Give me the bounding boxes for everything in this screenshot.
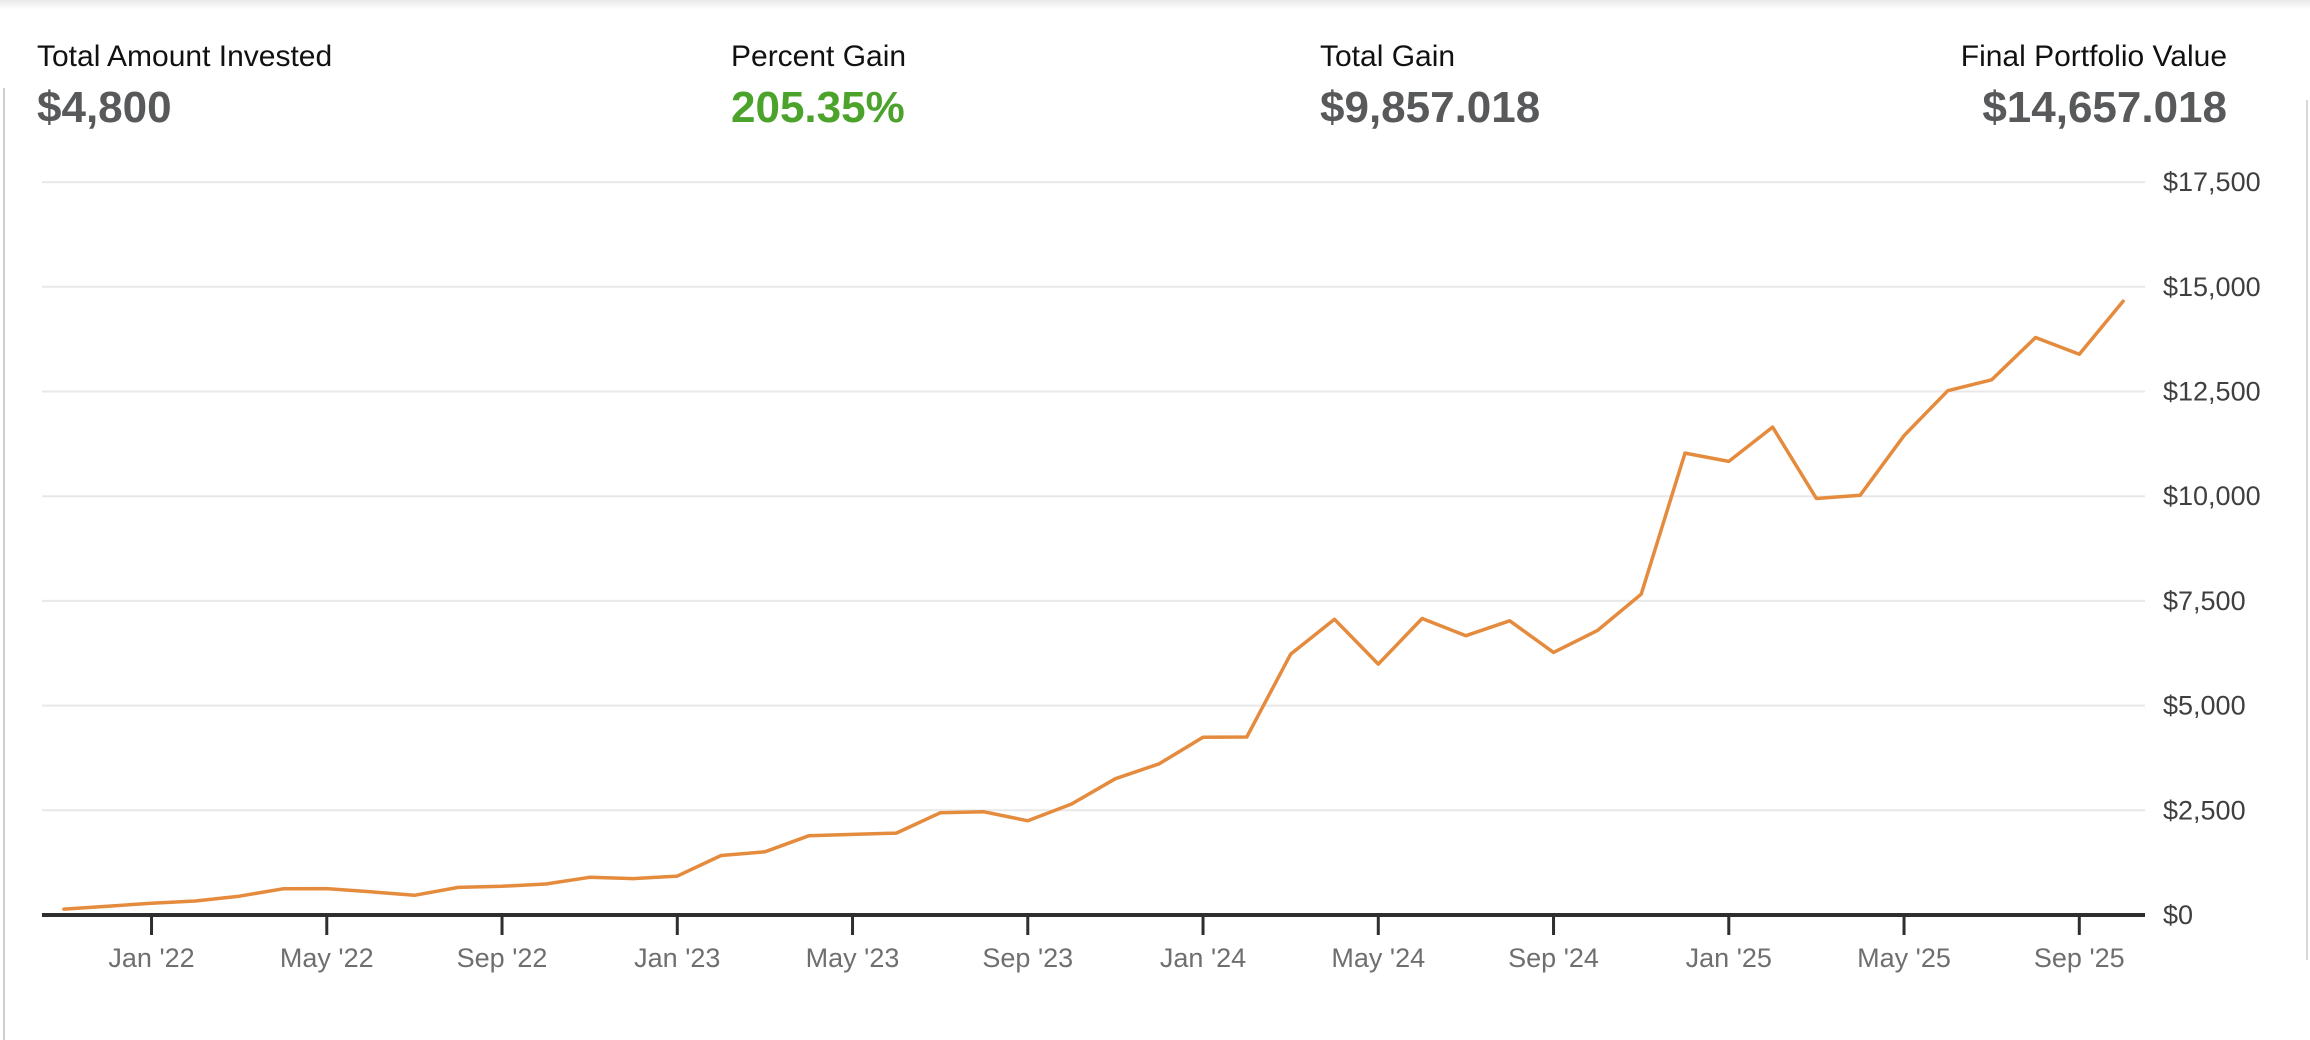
y-axis-label: $5,000 — [2163, 691, 2246, 721]
x-axis-label: May '25 — [1857, 943, 1951, 973]
x-axis-label: Jan '25 — [1686, 943, 1772, 973]
x-axis-label: May '22 — [280, 943, 374, 973]
x-axis-label: May '23 — [806, 943, 900, 973]
left-window-edge — [3, 88, 5, 1040]
stat-label: Percent Gain — [731, 40, 907, 73]
stat-total-amount-invested: Total Amount Invested $4,800 — [37, 40, 332, 132]
stat-value: $14,657.018 — [1982, 83, 2227, 132]
stat-value: $4,800 — [37, 83, 172, 132]
x-axis-label: Sep '23 — [982, 943, 1073, 973]
x-axis-label: Jan '23 — [634, 943, 720, 973]
stat-total-gain: Total Gain $9,857.018 — [1320, 40, 1540, 132]
stat-label: Total Amount Invested — [37, 40, 333, 73]
y-axis-label: $17,500 — [2163, 167, 2261, 197]
right-window-edge — [2306, 100, 2308, 960]
stat-label: Total Gain — [1320, 40, 1456, 73]
x-axis-label: Sep '24 — [1508, 943, 1599, 973]
y-axis-label: $7,500 — [2163, 586, 2246, 616]
x-axis-label: Sep '25 — [2034, 943, 2125, 973]
x-axis-label: Jan '24 — [1160, 943, 1246, 973]
x-axis-label: Jan '22 — [108, 943, 194, 973]
stat-label: Final Portfolio Value — [1960, 40, 2227, 73]
top-window-shadow — [0, 0, 2310, 10]
y-axis-label: $2,500 — [2163, 795, 2246, 825]
stat-final-portfolio-value: Final Portfolio Value $14,657.018 — [1961, 40, 2227, 132]
portfolio-value-line — [62, 299, 2125, 911]
x-axis-label: May '24 — [1331, 943, 1425, 973]
stat-value: $9,857.018 — [1320, 83, 1541, 132]
stat-value: 205.35% — [731, 83, 905, 132]
y-axis-label: $12,500 — [2163, 377, 2261, 407]
y-axis-label: $15,000 — [2163, 272, 2261, 302]
stat-percent-gain: Percent Gain 205.35% — [731, 40, 906, 132]
y-axis-label: $0 — [2163, 900, 2193, 930]
x-axis-label: Sep '22 — [457, 943, 548, 973]
summary-stats-row: Total Amount Invested $4,800 Percent Gai… — [0, 40, 2310, 140]
y-axis-label: $10,000 — [2163, 481, 2261, 511]
